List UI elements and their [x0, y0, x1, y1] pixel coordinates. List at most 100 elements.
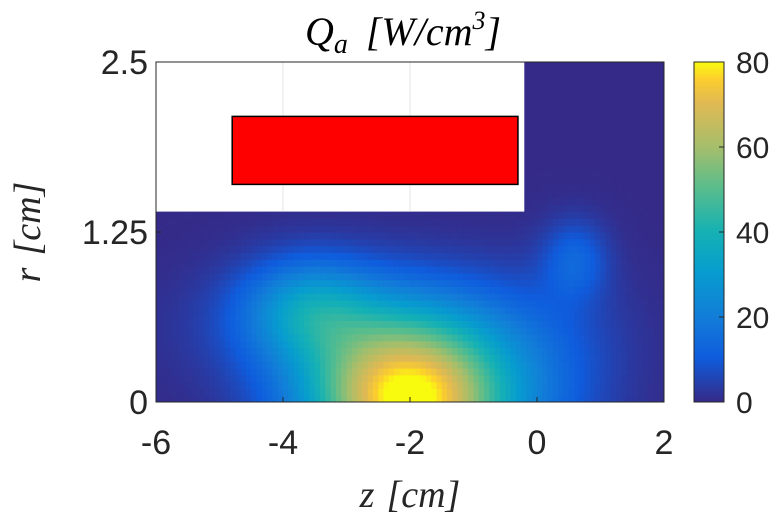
heatmap-cell: [611, 306, 617, 315]
heatmap-cell: [595, 170, 602, 179]
heatmap-cell: [309, 211, 316, 219]
heatmap-cell: [579, 130, 586, 138]
heatmap-cell: [388, 218, 395, 226]
heatmap-cell: [166, 388, 173, 396]
heatmap-cell: [182, 259, 189, 267]
heatmap-cell: [383, 374, 390, 383]
heatmap-cell: [626, 177, 633, 185]
heatmap-cell: [642, 313, 649, 321]
heatmap-cell: [642, 62, 649, 70]
heatmap-cell: [314, 334, 321, 342]
heatmap-cell: [293, 245, 300, 253]
heatmap-cell: [526, 68, 533, 77]
heatmap-cell: [166, 361, 173, 369]
heatmap-cell: [579, 381, 586, 389]
heatmap-cell: [542, 191, 549, 199]
heatmap-cell: [521, 266, 528, 274]
heatmap-cell: [658, 68, 664, 77]
heatmap-cell: [383, 266, 390, 274]
heatmap-cell: [531, 279, 538, 287]
heatmap-cell: [595, 75, 602, 83]
heatmap-cell: [658, 123, 664, 131]
heatmap-cell: [208, 211, 215, 219]
heatmap-cell: [648, 143, 655, 151]
heatmap-cell: [267, 388, 274, 396]
heatmap-cell: [193, 327, 199, 335]
heatmap-cell: [256, 388, 263, 396]
heatmap-cell: [595, 279, 602, 287]
heatmap-cell: [621, 368, 628, 376]
heatmap-cell: [177, 272, 184, 281]
heatmap-cell: [177, 374, 184, 383]
heatmap-cell: [605, 198, 612, 206]
heatmap-cell: [335, 293, 342, 301]
heatmap-cell: [611, 191, 617, 199]
heatmap-cell: [653, 340, 660, 349]
heatmap-cell: [156, 313, 162, 321]
heatmap-cell: [203, 218, 210, 226]
heatmap-cell: [658, 82, 664, 90]
heatmap-cell: [420, 361, 427, 369]
heatmap-cell: [410, 334, 416, 342]
heatmap-cell: [653, 259, 660, 267]
heatmap-cell: [161, 368, 168, 376]
heatmap-cell: [283, 347, 289, 355]
heatmap-cell: [626, 68, 633, 77]
heatmap-cell: [198, 211, 205, 219]
heatmap-cell: [240, 245, 247, 253]
heatmap-cell: [298, 272, 305, 281]
heatmap-cell: [187, 327, 194, 335]
heatmap-cell: [521, 334, 528, 342]
heatmap-cell: [642, 164, 649, 172]
heatmap-cell: [473, 395, 480, 402]
heatmap-cell: [267, 334, 274, 342]
heatmap-cell: [240, 354, 247, 362]
heatmap-cell: [547, 293, 554, 301]
heatmap-cell: [547, 184, 554, 192]
heatmap-cell: [595, 218, 602, 226]
heatmap-cell: [261, 286, 268, 294]
heatmap-cell: [214, 225, 221, 233]
heatmap-cell: [526, 170, 533, 179]
heatmap-cell: [171, 320, 178, 328]
heatmap-cell: [441, 266, 448, 274]
heatmap-cell: [362, 395, 369, 402]
heatmap-cell: [595, 286, 602, 294]
heatmap-cell: [616, 347, 623, 355]
heatmap-cell: [235, 238, 242, 247]
heatmap-cell: [357, 320, 363, 328]
heatmap-cell: [600, 340, 607, 349]
heatmap-cell: [468, 211, 475, 219]
heatmap-cell: [378, 347, 385, 355]
heatmap-cell: [399, 395, 406, 402]
heatmap-cell: [537, 313, 543, 321]
heatmap-cell: [653, 82, 660, 90]
heatmap-cell: [357, 232, 363, 240]
heatmap-cell: [579, 395, 586, 402]
heatmap-cell: [468, 320, 475, 328]
heatmap-cell: [325, 361, 332, 369]
heatmap-cell: [595, 238, 602, 247]
heatmap-cell: [462, 340, 469, 349]
heatmap-cell: [357, 252, 363, 260]
heatmap-cell: [558, 211, 565, 219]
heatmap-cell: [563, 293, 570, 301]
heatmap-cell: [505, 395, 512, 402]
heatmap-cell: [494, 232, 501, 240]
heatmap-cell: [568, 225, 575, 233]
heatmap-cell: [568, 143, 575, 151]
heatmap-cell: [166, 218, 173, 226]
heatmap-cell: [600, 266, 607, 274]
heatmap-cell: [574, 62, 580, 70]
heatmap-cell: [156, 347, 162, 355]
heatmap-cell: [177, 381, 184, 389]
heatmap-cell: [415, 211, 422, 219]
heatmap-cell: [277, 306, 284, 315]
heatmap-cell: [367, 266, 374, 274]
heatmap-cell: [267, 361, 274, 369]
heatmap-cell: [505, 374, 512, 383]
heatmap-cell: [558, 89, 565, 97]
heatmap-cell: [653, 157, 660, 165]
heatmap-cell: [642, 340, 649, 349]
heatmap-cell: [526, 368, 533, 376]
